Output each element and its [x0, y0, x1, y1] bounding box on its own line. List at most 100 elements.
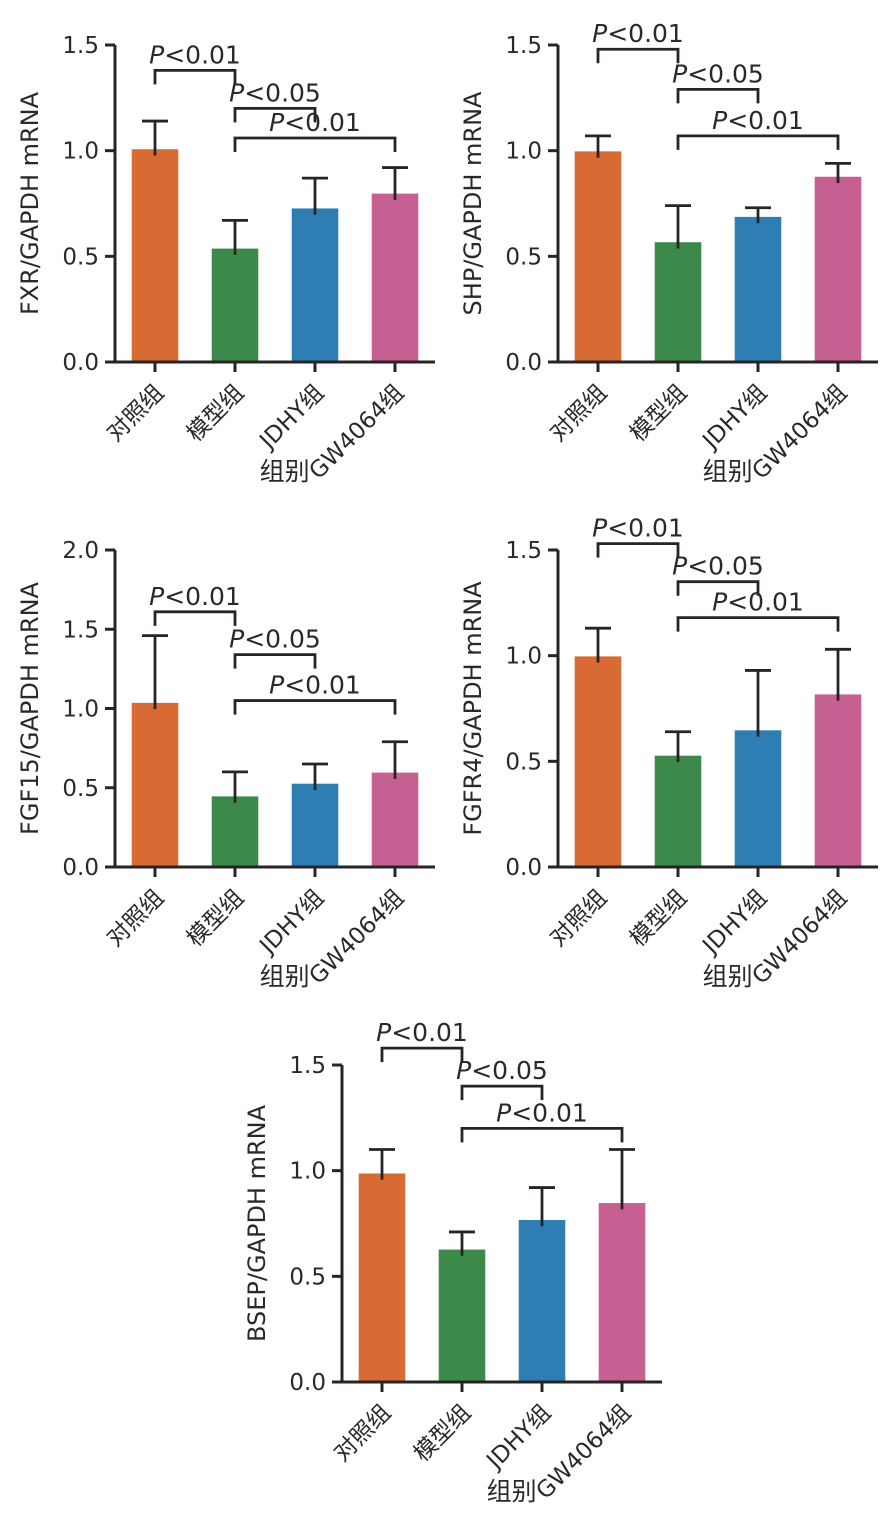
x-tick-label: JDHY组 — [254, 380, 330, 456]
bar — [733, 215, 783, 363]
y-tick-label: 1.0 — [289, 1159, 326, 1185]
bar — [210, 794, 260, 868]
sig-bracket — [233, 136, 397, 152]
sig-bracket — [233, 107, 317, 123]
bar — [597, 1201, 647, 1383]
y-tick-label: 1.0 — [505, 139, 542, 165]
sig-label: P<0.01 — [376, 1020, 468, 1047]
sig-bracket — [596, 47, 680, 64]
sig-label: P<0.01 — [149, 582, 241, 611]
x-tick-label: 模型组 — [182, 885, 249, 952]
bar — [210, 247, 260, 363]
sig-bracket — [596, 542, 680, 558]
y-tick-label: 0.5 — [62, 776, 99, 802]
bar — [573, 149, 623, 363]
sig-bracket — [676, 616, 840, 632]
chart-fxr: 0.0 0.5 1.0 1.5 对照组 模型组 JDHY组 GW4064组 FXR/GAPDH … — [0, 0, 443, 514]
x-tick-label: JDHY组 — [697, 885, 773, 961]
x-tick-label: 对照组 — [545, 380, 612, 447]
y-tick-label: 0.5 — [505, 749, 542, 775]
bar — [370, 192, 420, 363]
chart-fgf15: 0.0 0.5 1.0 1.5 2.0 对照组 模型组 JDHY组 GW4064组 FGF15/G… — [0, 505, 443, 1019]
x-axis-label: 组别 — [703, 457, 753, 486]
bar — [733, 728, 783, 868]
bar — [357, 1172, 407, 1383]
chart-bsep: 0.0 0.5 1.0 1.5 对照组 模型组 JDHY组 GW4064组 BSEP/GAPDH… — [227, 1020, 670, 1534]
y-tick-label: 0.0 — [62, 350, 99, 376]
y-tick-label: 1.5 — [62, 33, 99, 59]
x-tick-label: 对照组 — [545, 885, 612, 952]
sig-label: P<0.05 — [456, 1056, 548, 1085]
y-axis-label: SHP/GAPDH mRNA — [459, 91, 487, 315]
sig-bracket — [676, 580, 760, 596]
chart-shp: 0.0 0.5 1.0 1.5 对照组 模型组 JDHY组 GW4064组 SHP/GAPDH … — [443, 0, 886, 514]
x-tick-label: 对照组 — [102, 380, 169, 447]
y-tick-label: 0.0 — [505, 350, 542, 376]
sig-label: P<0.01 — [496, 1098, 588, 1127]
sig-label: P<0.05 — [229, 625, 321, 654]
sig-bracket — [233, 699, 397, 715]
bar — [653, 754, 703, 868]
sig-label: P<0.05 — [229, 78, 321, 107]
x-tick-label: JDHY组 — [481, 1400, 557, 1476]
sig-label: P<0.05 — [672, 552, 764, 581]
y-tick-label: 1.0 — [62, 697, 99, 723]
y-tick-label: 1.0 — [62, 139, 99, 165]
y-tick-label: 2.0 — [62, 538, 99, 564]
chart-fgfr4: 0.0 0.5 1.0 1.5 对照组 模型组 JDHY组 GW4064组 FGFR4/GAPD… — [443, 505, 886, 1019]
bar — [573, 654, 623, 868]
y-tick-label: 0.5 — [505, 244, 542, 270]
bar — [290, 207, 340, 363]
bar — [813, 175, 863, 363]
y-tick-label: 1.5 — [505, 33, 542, 59]
x-tick-label: JDHY组 — [254, 885, 330, 961]
x-tick-label: JDHY组 — [697, 380, 773, 456]
y-tick-label: 1.5 — [505, 538, 542, 564]
x-axis-label: 组别 — [260, 962, 310, 991]
sig-bracket — [460, 1127, 624, 1143]
y-axis-label: FGFR4/GAPDH mRNA — [459, 581, 487, 836]
x-tick-label: 对照组 — [102, 885, 169, 952]
bar — [813, 693, 863, 868]
bar — [653, 240, 703, 363]
y-tick-label: 0.5 — [62, 244, 99, 270]
sig-bracket — [676, 87, 760, 104]
sig-bracket — [380, 1046, 464, 1063]
bar — [290, 782, 340, 868]
bar — [130, 147, 180, 363]
bar — [130, 701, 180, 868]
y-tick-label: 1.5 — [62, 617, 99, 643]
sig-label: P<0.01 — [712, 106, 804, 135]
y-tick-label: 0.5 — [289, 1264, 326, 1290]
x-tick-label: 模型组 — [409, 1400, 476, 1467]
sig-label: P<0.01 — [269, 108, 361, 137]
sig-label: P<0.05 — [672, 59, 764, 88]
y-axis-label: BSEP/GAPDH mRNA — [243, 1104, 271, 1342]
y-tick-label: 0.0 — [505, 855, 542, 881]
bar — [517, 1218, 567, 1383]
sig-bracket — [233, 653, 317, 669]
sig-bracket — [153, 68, 237, 85]
sig-label: P<0.01 — [712, 588, 804, 617]
x-axis-label: 组别 — [487, 1477, 537, 1506]
y-tick-label: 0.0 — [62, 855, 99, 881]
sig-label: P<0.01 — [149, 40, 241, 69]
y-axis-label: FGF15/GAPDH mRNA — [16, 581, 44, 834]
bar — [370, 771, 420, 868]
sig-bracket — [460, 1084, 544, 1101]
sig-label: P<0.01 — [592, 514, 684, 543]
y-tick-label: 0.0 — [289, 1370, 326, 1396]
bar — [437, 1248, 487, 1383]
x-axis-label: 组别 — [260, 457, 310, 486]
sig-bracket — [153, 610, 237, 626]
sig-label: P<0.01 — [592, 19, 684, 48]
x-tick-label: 模型组 — [625, 380, 692, 447]
sig-bracket — [676, 134, 840, 150]
y-tick-label: 1.5 — [289, 1053, 326, 1079]
